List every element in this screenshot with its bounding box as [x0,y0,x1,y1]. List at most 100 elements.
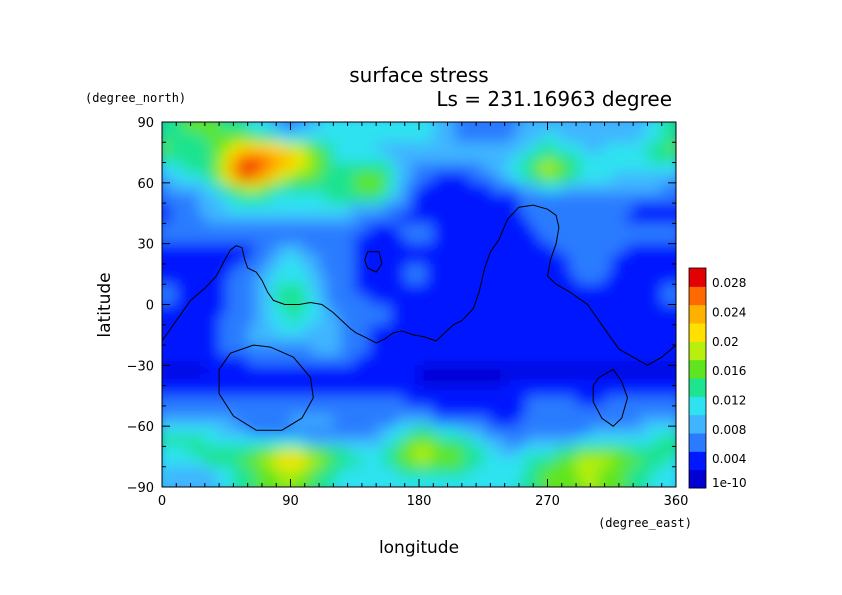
field-cell [290,416,299,427]
field-cell [361,122,370,133]
field-cell [568,385,577,397]
field-cell [247,203,256,214]
field-cell [233,476,242,487]
field-cell [319,466,327,478]
field-cell [618,294,627,306]
field-cell [661,192,670,204]
field-cell [554,243,563,255]
field-cell [419,203,427,214]
field-cell [233,162,242,174]
field-cell [276,162,284,174]
field-cell [347,395,356,407]
field-cell [169,355,177,366]
field-cell [376,456,384,468]
field-cell [311,365,320,377]
field-cell [468,253,477,265]
field-cell [433,142,442,154]
field-cell [204,365,213,377]
field-cell [204,253,213,265]
field-cell [604,263,613,275]
field-cell [226,416,234,427]
field-cell [597,233,606,245]
field-cell [383,142,392,154]
field-cell [547,456,556,468]
field-cell [533,385,541,397]
field-cell [176,213,185,224]
field-cell [604,436,613,448]
field-cell [183,142,192,154]
field-cell [190,446,199,458]
field-cell [162,436,163,448]
field-cell [633,375,641,387]
field-cell [604,345,613,356]
field-cell [411,334,420,346]
field-cell [433,182,442,194]
field-cell [426,416,434,427]
field-cell [518,395,527,407]
field-cell [633,284,641,295]
field-cell [411,253,420,265]
field-cell [433,476,442,487]
field-cell [533,243,541,255]
field-cell [197,253,206,265]
field-cell [397,122,406,133]
field-cell [618,385,627,397]
field-cell [176,426,185,437]
field-cell [654,416,663,427]
field-cell [618,203,627,214]
field-cell [676,294,684,305]
field-cell [576,213,584,224]
field-cell [661,334,670,346]
field-cell [240,466,249,478]
field-cell [547,405,556,417]
field-cell [518,476,527,487]
field-cell [597,192,606,204]
field-cell [447,233,456,245]
field-cell [411,172,420,184]
field-cell [311,375,320,387]
field-cell [676,193,684,204]
field-cell [568,192,577,204]
field-cell [583,456,591,468]
field-cell [468,132,477,143]
field-cell [676,274,684,285]
field-cell [176,416,185,427]
field-cell [518,243,527,255]
field-cell [561,334,570,346]
field-cell [162,405,163,417]
field-cell [261,426,270,437]
field-cell [162,304,170,316]
field-cell [433,294,442,306]
field-cell [661,152,670,164]
field-cell [162,233,163,245]
field-cell [419,253,427,265]
field-cell [347,345,356,356]
field-cell [383,334,392,346]
field-cell [483,324,491,336]
field-cell [426,345,434,356]
field-cell [411,203,420,214]
field-cell [326,122,334,123]
field-cell [411,416,420,427]
field-cell [326,162,334,174]
field-cell [661,122,670,133]
field-cell [561,142,570,154]
field-cell [219,243,227,255]
field-cell [297,253,306,265]
field-cell [269,132,277,143]
field-cell [369,365,377,377]
field-cell [419,345,427,356]
field-cell [561,294,570,306]
field-cell [361,324,370,336]
field-cell [590,132,599,143]
field-cell [162,385,170,397]
field-cell [661,375,670,387]
field-cell [568,405,577,417]
field-cell [326,446,334,458]
field-cell [540,122,549,123]
field-cell [676,223,684,234]
field-cell [269,375,277,387]
field-cell [290,355,299,366]
field-cell [511,162,520,174]
field-cell [369,304,377,316]
